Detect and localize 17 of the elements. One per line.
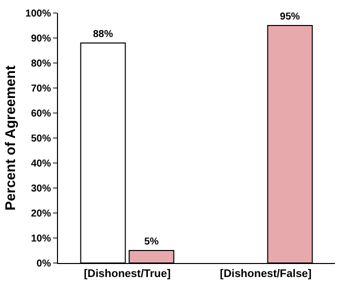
y-axis-title: Percent of Agreement	[2, 65, 18, 210]
data-label: 88%	[92, 29, 114, 40]
data-label: 95%	[280, 12, 300, 22]
y-tick-label: 30%	[30, 184, 52, 194]
x-tick-label: [Dishonest/True]	[84, 268, 171, 280]
y-tick-label: 0%	[36, 258, 52, 270]
y-tick-label: 70%	[30, 84, 52, 94]
data-label: 5%	[144, 236, 159, 248]
x-tick-label: [Dishonest/False]	[220, 268, 312, 280]
y-tick-label: 10%	[30, 234, 52, 244]
y-tick-label: 20%	[30, 208, 52, 220]
y-tick-label: 80%	[30, 58, 52, 70]
y-tick-label: 100%	[25, 8, 52, 20]
y-tick-label: 60%	[30, 108, 52, 120]
y-tick-label: 40%	[30, 158, 52, 170]
y-tick-label: 90%	[30, 34, 52, 44]
y-tick-label: 50%	[30, 134, 52, 144]
